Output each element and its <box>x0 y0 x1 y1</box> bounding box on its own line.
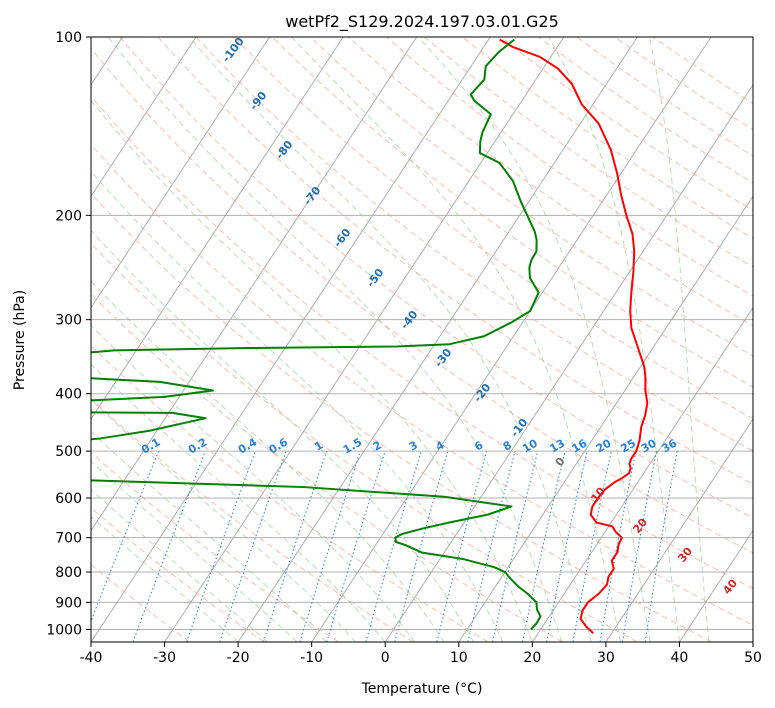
dry-adiabat <box>157 37 753 485</box>
y-tick-label: 100 <box>55 30 82 46</box>
moist-adiabat <box>648 37 710 642</box>
moist-adiabat <box>91 324 416 642</box>
y-axis-title: Pressure (hPa) <box>12 290 28 390</box>
moist-adiabat <box>91 363 386 642</box>
mixing-ratio-line <box>91 450 160 623</box>
moist-adiabat <box>91 99 533 642</box>
moist-adiabat <box>91 170 504 642</box>
dry-adiabat <box>347 37 753 327</box>
isotherm-gridline <box>384 83 753 642</box>
isotherm-gridline <box>91 37 418 532</box>
dry-adiabat <box>233 37 753 420</box>
x-tick-label: 30 <box>597 650 615 666</box>
mixing-ratio-line <box>467 450 516 642</box>
y-tick-label: 800 <box>55 565 82 581</box>
dry-adiabat <box>91 143 753 626</box>
moist-adiabat <box>91 460 298 642</box>
moist-adiabat <box>107 37 563 642</box>
mixing-ratio-line <box>299 450 361 642</box>
y-tick-label: 1000 <box>46 622 82 638</box>
isotherm-gridline <box>605 418 753 642</box>
y-tick-label: 600 <box>55 491 82 507</box>
plot-frame <box>90 36 754 643</box>
plot-area: 0.1 0.2 0.4 0.6 1 1.5 2 3 4 6 8 10 13 16 20 25 30 36-100-… <box>91 37 753 642</box>
dry-adiabat <box>195 37 753 452</box>
y-tick-label: 400 <box>55 387 82 403</box>
temperature-profile-line <box>499 38 649 635</box>
mixing-ratio-line <box>365 450 422 642</box>
x-axis-title: Temperature (°C) <box>361 681 483 697</box>
mixing-ratio-line <box>186 450 256 642</box>
chart-title: wetPf2_S129.2024.197.03.01.G25 <box>285 12 559 32</box>
moist-adiabat <box>91 229 474 642</box>
dry-adiabat <box>91 293 563 642</box>
isotherm-gridline <box>91 37 271 309</box>
isotherm-gridline <box>311 37 712 642</box>
x-tick-label: 50 <box>744 650 762 666</box>
y-tick-label: 200 <box>55 208 82 224</box>
isotherm-gridline <box>91 37 491 642</box>
moist-adiabat <box>188 37 592 642</box>
isotherm-gridline <box>91 37 197 198</box>
isotherm-gridline <box>458 195 753 642</box>
grid-layer <box>91 37 753 642</box>
x-tick-label: 0 <box>381 650 390 666</box>
mixing-ratio-line <box>219 450 287 642</box>
moist-adiabat <box>548 37 680 642</box>
x-tick-label: -30 <box>153 650 176 666</box>
mixing-ratio-line <box>326 450 386 642</box>
x-tick-label: -10 <box>300 650 323 666</box>
y-tick-label: 300 <box>55 313 82 329</box>
mixing-ratio-line <box>394 450 449 642</box>
y-tick-label: 700 <box>55 531 82 547</box>
y-tick-label: 500 <box>55 444 82 460</box>
dry-adiabat <box>91 345 489 642</box>
isotherm-gridline <box>91 37 344 420</box>
isotherm-gridline <box>237 37 638 642</box>
dry-adiabat <box>91 506 265 642</box>
series-layer <box>91 38 649 635</box>
moist-adiabat <box>91 430 327 642</box>
x-tick-label: 10 <box>450 650 468 666</box>
dry-adiabat <box>91 47 753 554</box>
moist-adiabat <box>417 37 651 642</box>
x-tick-label: 20 <box>523 650 541 666</box>
moist-adiabat <box>91 515 239 642</box>
isotherm-gridline <box>679 529 753 642</box>
x-tick-label: 40 <box>671 650 689 666</box>
x-tick-label: -40 <box>80 650 103 666</box>
dry-adiabat <box>91 242 638 642</box>
moist-adiabat <box>91 488 268 642</box>
dewpoint-profile-line <box>91 38 542 631</box>
mixing-ratio-line <box>263 450 328 642</box>
background-lines <box>91 37 753 642</box>
mixing-ratio-line <box>132 450 206 642</box>
moist-adiabat <box>291 37 622 642</box>
mixing-ratio-line <box>436 450 488 642</box>
mixing-ratio-line <box>492 450 539 642</box>
isotherm-gridline <box>164 37 565 642</box>
y-tick-label: 900 <box>55 595 82 611</box>
ticks-layer: -40 -30 -20 -10 0 10 20 30 40 50 100 200 300 400 500 60… <box>46 30 762 666</box>
x-tick-label: -20 <box>227 650 250 666</box>
dry-adiabat <box>386 37 753 297</box>
